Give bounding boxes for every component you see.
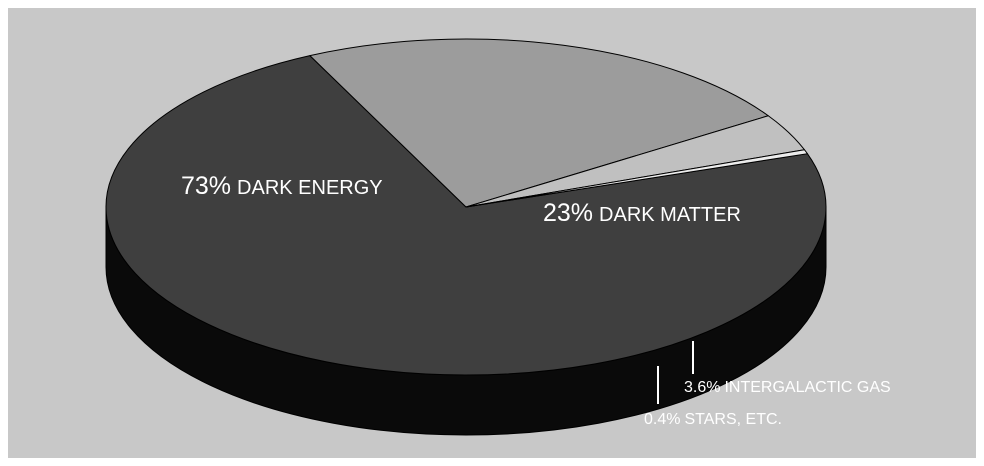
slice-name-dark-matter: DARK MATTER: [599, 204, 741, 226]
pie-slice-dark-matter: [309, 38, 769, 208]
slice-label-dark-matter: 23% DARK MATTER: [543, 199, 741, 227]
slice-label-dark-energy: 73% DARK ENERGY: [181, 172, 383, 200]
pie-top: [105, 38, 827, 376]
slice-label-intergalactic-gas: 3.6% INTERGALACTIC GAS: [684, 379, 891, 396]
slice-value-stars-etc: 0.4%: [644, 411, 680, 428]
pie-slice-dark-energy: [105, 55, 827, 376]
slice-value-dark-energy: 73%: [181, 172, 231, 200]
slice-name-dark-energy: DARK ENERGY: [237, 177, 383, 199]
slice-value-intergalactic-gas: 3.6%: [684, 379, 720, 396]
pie-slice-stars-etc: [465, 149, 808, 208]
pie-labels: 73% DARK ENERGY 23% DARK MATTER 3.6% INTERGAL…: [181, 172, 891, 428]
slice-name-stars-etc: STARS, ETC.: [684, 411, 782, 428]
slice-value-dark-matter: 23%: [543, 199, 593, 227]
slice-label-stars-etc: 0.4% STARS, ETC.: [644, 411, 782, 428]
slice-name-intergalactic-gas: INTERGALACTIC GAS: [724, 379, 890, 396]
